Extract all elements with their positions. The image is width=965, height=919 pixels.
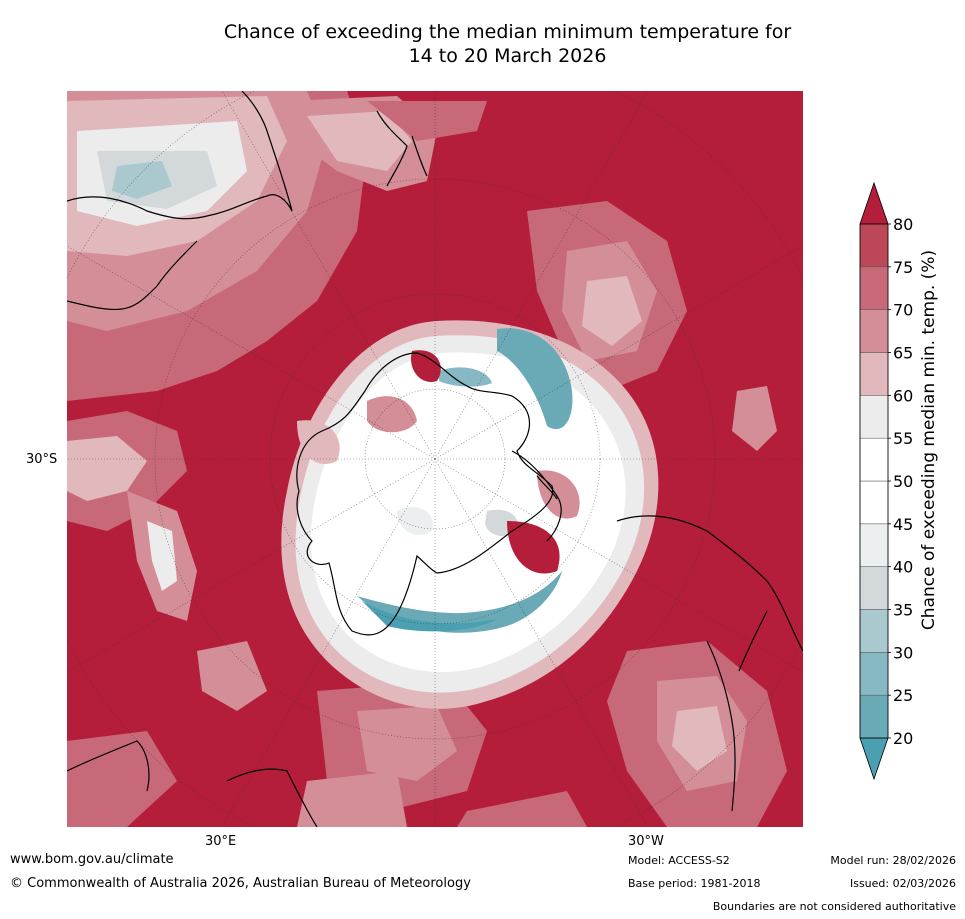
antarctica-coast xyxy=(296,352,554,636)
south-america-coast xyxy=(616,515,803,812)
antarctic-ring-shading xyxy=(281,320,659,709)
colorbar-tick-label: 20 xyxy=(893,729,913,748)
colorbar-tick-label: 45 xyxy=(893,515,913,534)
southern-africa-coast xyxy=(67,740,318,827)
axis-label-30w: 30°W xyxy=(628,834,664,849)
colorbar-segment xyxy=(859,480,889,525)
colorbar-segment xyxy=(859,309,889,353)
colorbar: 20 25 30 35 40 45 50 55 60 65 70 75 80 xyxy=(859,181,913,781)
colorbar-tick-label: 55 xyxy=(893,429,913,448)
coastlines xyxy=(67,91,803,827)
colorbar-title: Chance of exceeding median min. temp. (%… xyxy=(919,249,939,631)
colorbar-segment xyxy=(859,694,889,739)
footer-url[interactable]: www.bom.gov.au/climate xyxy=(10,852,174,867)
graticule xyxy=(67,91,803,827)
title-line-2: 14 to 20 March 2026 xyxy=(408,45,607,67)
colorbar-tick-label: 25 xyxy=(893,686,913,705)
colorbar-tick-label: 50 xyxy=(893,472,913,491)
footer-disclaimer: Boundaries are not considered authoritat… xyxy=(712,900,956,913)
colorbar-tick-label: 30 xyxy=(893,643,913,662)
title-line-1: Chance of exceeding the median minimum t… xyxy=(223,21,792,43)
colorbar-segment xyxy=(859,652,889,696)
colorbar-over-arrow xyxy=(859,181,889,225)
colorbar-tick-label: 75 xyxy=(893,258,913,277)
colorbar-segment xyxy=(859,352,889,396)
colorbar-segment xyxy=(859,437,889,482)
colorbar-tick-label: 65 xyxy=(893,344,913,363)
colorbar-segment xyxy=(859,609,889,653)
australia-coast xyxy=(67,91,293,311)
colorbar-segment xyxy=(859,566,889,610)
australia-region-shading xyxy=(67,91,487,621)
probability-map xyxy=(67,91,803,827)
colorbar-tick-label: 70 xyxy=(893,301,913,320)
antarctic-peninsula xyxy=(511,450,562,542)
axis-label-30s: 30°S xyxy=(26,452,58,467)
footer-copyright: © Commonwealth of Australia 2026, Austra… xyxy=(10,876,471,891)
colorbar-tick-label: 40 xyxy=(893,558,913,577)
footer-model-run: Model run: 28/02/2026 xyxy=(830,854,956,867)
chart-title: Chance of exceeding the median minimum t… xyxy=(50,20,965,68)
colorbar-segment xyxy=(859,523,889,567)
colorbar-tick-label: 80 xyxy=(893,215,913,234)
colorbar-segment xyxy=(859,266,889,310)
colorbar-segment xyxy=(859,395,889,439)
footer-base-period: Base period: 1981-2018 xyxy=(628,877,761,890)
colorbar-tick-label: 60 xyxy=(893,386,913,405)
colorbar-under-arrow xyxy=(859,737,889,781)
new-zealand-coast xyxy=(376,110,428,187)
colorbar-segment xyxy=(859,223,889,268)
axis-label-30e: 30°E xyxy=(205,834,237,849)
colorbar-tick-label: 35 xyxy=(893,601,913,620)
footer-issued: Issued: 02/03/2026 xyxy=(849,877,956,890)
footer-model: Model: ACCESS-S2 xyxy=(628,854,730,867)
ocean-anomaly-patches xyxy=(67,201,787,827)
